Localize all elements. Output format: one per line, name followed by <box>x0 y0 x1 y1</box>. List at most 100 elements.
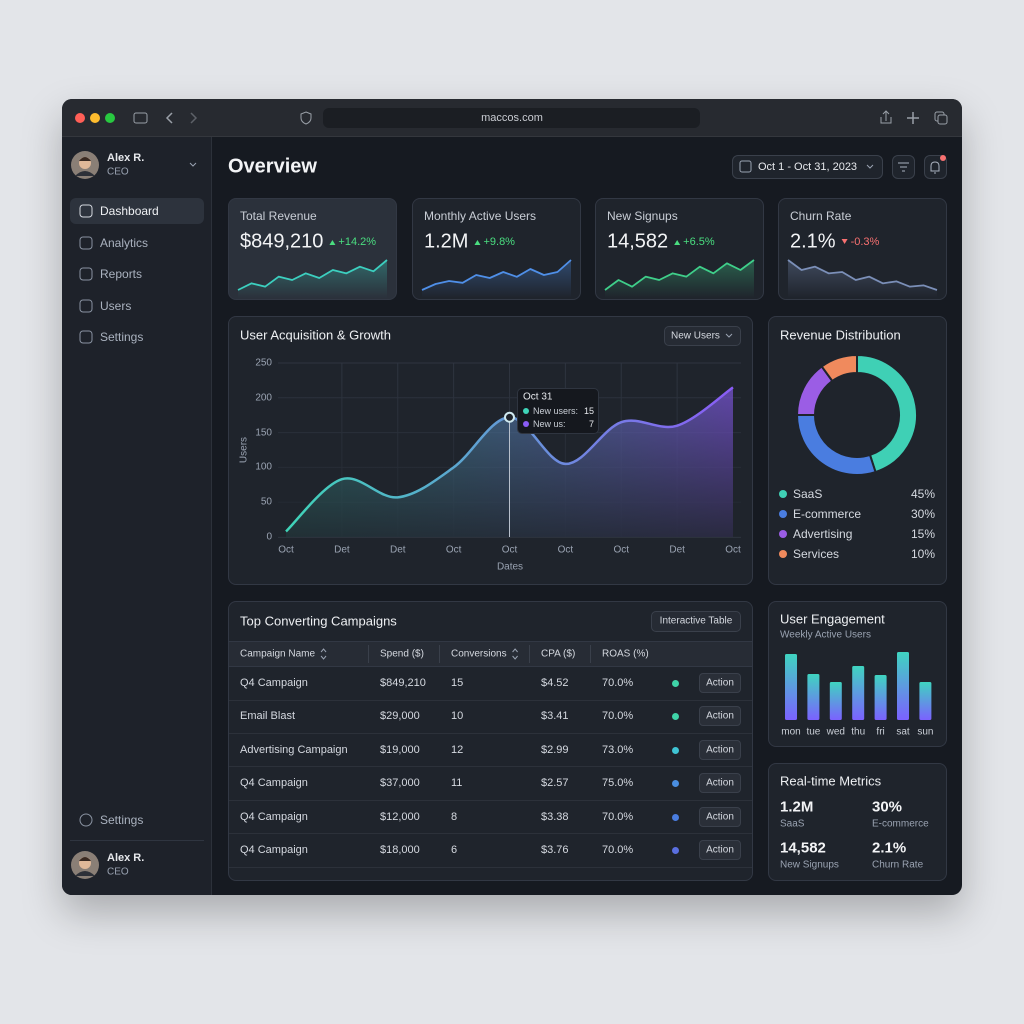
window-control[interactable] <box>90 113 100 123</box>
status-dot <box>672 680 679 687</box>
action-button[interactable] <box>699 840 741 860</box>
table-cell: 10 <box>451 710 464 723</box>
column-header: ROAS (%) <box>602 648 649 660</box>
nav-item[interactable]: Dashboard <box>100 204 159 218</box>
chart-title: User Engagement <box>780 611 885 627</box>
metric-label: New Signups <box>780 859 839 871</box>
column-header[interactable]: Conversions <box>451 648 507 660</box>
table-cell: Q4 Campaign <box>240 777 308 790</box>
row-divider <box>229 732 752 734</box>
x-tick-label: wed <box>826 726 845 738</box>
dropdown[interactable] <box>664 326 741 346</box>
button-label[interactable]: Interactive Table <box>659 615 733 627</box>
action-label[interactable]: Action <box>706 844 734 856</box>
column-divider <box>368 645 369 663</box>
nav-item[interactable]: Settings <box>100 813 144 827</box>
action-button[interactable] <box>699 773 741 794</box>
column-header: Spend ($) <box>380 648 424 660</box>
column-divider <box>529 645 530 663</box>
window-control[interactable] <box>105 113 115 123</box>
status-dot <box>672 780 679 788</box>
kpi-delta: +9.8% <box>483 236 515 248</box>
tooltip-dot <box>523 421 529 427</box>
card <box>768 316 947 585</box>
chart-title: Revenue Distribution <box>780 327 901 343</box>
y-tick-label: 0 <box>266 531 272 543</box>
legend-value: 45% <box>910 487 935 501</box>
table-cell: Email Blast <box>240 710 296 723</box>
notification-button[interactable] <box>924 155 947 179</box>
table-title: Top Converting Campaigns <box>240 613 397 629</box>
x-tick-label: Oct <box>725 544 741 556</box>
x-tick-label: Oct <box>613 544 630 556</box>
row-divider <box>229 799 752 801</box>
tooltip-value: 15 <box>583 406 594 416</box>
action-button[interactable] <box>699 806 741 827</box>
table-cell: $29,000 <box>380 710 420 723</box>
action-label[interactable]: Action <box>706 677 734 689</box>
table-cell: 15 <box>451 677 464 689</box>
user-role: CEO <box>107 866 129 878</box>
legend-label: Services <box>793 547 840 561</box>
legend-value: 30% <box>910 507 935 521</box>
chart-subtitle: Weekly Active Users <box>780 629 871 641</box>
nav-item[interactable]: Reports <box>100 267 143 281</box>
legend-value: 10% <box>910 547 935 561</box>
button[interactable] <box>651 611 741 632</box>
table-cell: $3.41 <box>541 710 569 723</box>
kpi-delta: -0.3% <box>850 236 880 248</box>
kpi-value: 2.1% <box>790 230 836 253</box>
x-tick-label: Oct <box>557 544 574 556</box>
x-tick-label: mon <box>781 726 801 738</box>
metric-value: 2.1% <box>872 839 907 857</box>
table-cell: 6 <box>451 844 458 856</box>
kpi-value: $849,210 <box>240 230 324 253</box>
table-cell: $4.52 <box>541 677 569 689</box>
kpi-label: Churn Rate <box>790 209 852 223</box>
metric-label: Churn Rate <box>872 859 924 871</box>
x-tick-label: Oct <box>445 544 462 556</box>
action-label[interactable]: Action <box>706 744 734 756</box>
date-picker[interactable] <box>732 155 883 179</box>
nav-item[interactable]: Users <box>100 299 132 313</box>
table-cell: $19,000 <box>380 743 420 756</box>
url-bar[interactable] <box>323 108 700 128</box>
kpi-value: 14,582 <box>607 230 669 253</box>
x-axis-label: Dates <box>496 561 524 573</box>
action-button[interactable] <box>699 739 741 760</box>
tooltip-dot <box>523 408 529 414</box>
table-cell: $18,000 <box>380 844 420 856</box>
action-button[interactable] <box>699 706 741 727</box>
page-title: Overview <box>228 155 317 178</box>
y-tick-label: 200 <box>255 392 272 404</box>
row-divider <box>229 699 752 701</box>
nav-item[interactable]: Settings <box>100 330 144 344</box>
nav-item[interactable]: Analytics <box>100 236 149 250</box>
table-cell: 70.0% <box>602 710 634 723</box>
y-tick-label: 50 <box>260 496 272 508</box>
kpi-label: New Signups <box>607 209 678 223</box>
table-cell: $2.99 <box>541 743 569 756</box>
metric-value: 1.2M <box>780 798 814 816</box>
kpi-label: Monthly Active Users <box>424 209 537 223</box>
table-cell: $2.57 <box>541 777 569 790</box>
action-label[interactable]: Action <box>706 710 734 722</box>
x-tick-label: Oct <box>278 544 294 556</box>
column-divider <box>439 645 440 663</box>
legend-label: SaaS <box>793 487 823 501</box>
table-cell: Q4 Campaign <box>240 844 308 856</box>
status-dot <box>672 746 679 754</box>
window-control[interactable] <box>75 113 85 123</box>
row-divider <box>229 866 752 868</box>
tooltip-value: 7 <box>588 419 594 429</box>
user-name: Alex R. <box>107 852 145 864</box>
table-cell: $849,210 <box>380 677 426 689</box>
column-header[interactable]: Campaign Name <box>240 648 316 660</box>
action-label[interactable]: Action <box>706 811 734 823</box>
legend-dot <box>779 490 787 498</box>
x-tick-label: Det <box>669 544 685 556</box>
action-button[interactable] <box>699 673 741 693</box>
table-cell: 70.0% <box>602 677 634 689</box>
action-label[interactable]: Action <box>706 777 734 789</box>
filter-button[interactable] <box>892 155 915 179</box>
